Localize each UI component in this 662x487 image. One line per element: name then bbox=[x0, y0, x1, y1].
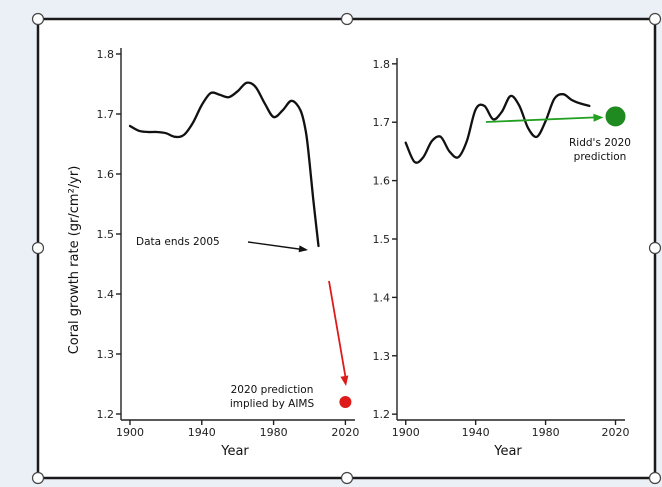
data-ends-arrow bbox=[247, 241, 307, 251]
x-tick-label: 1940 bbox=[188, 426, 216, 439]
y-tick-label: 1.4 bbox=[97, 288, 115, 301]
right-x-axis-title: Year bbox=[493, 444, 522, 459]
x-tick-label: 2020 bbox=[602, 426, 630, 439]
ridd-prediction-label-line-1: Ridd's 2020 bbox=[569, 137, 631, 149]
y-tick-label: 1.7 bbox=[373, 116, 391, 129]
left-x-axis-title: Year bbox=[220, 444, 249, 459]
x-tick-label: 1900 bbox=[116, 426, 144, 439]
x-tick-label: 1980 bbox=[532, 426, 560, 439]
annotations: Data ends 2005 2020 prediction implied b… bbox=[136, 106, 631, 410]
y-tick-label: 1.4 bbox=[373, 291, 391, 304]
aims-prediction-label-line-1: 2020 prediction bbox=[231, 384, 314, 396]
right-y-ticks: 1.2 1.3 1.4 1.5 1.6 1.7 1.8 bbox=[373, 58, 397, 421]
selection-handle bbox=[31, 471, 45, 485]
y-tick-label: 1.8 bbox=[97, 48, 115, 61]
y-tick-label: 1.7 bbox=[97, 108, 115, 121]
y-tick-label: 1.3 bbox=[373, 350, 391, 363]
x-tick-label: 1900 bbox=[392, 426, 420, 439]
ridd-prediction-arrowhead bbox=[593, 113, 604, 122]
left-x-ticks: 1900 1940 1980 2020 bbox=[116, 420, 359, 439]
x-tick-label: 2020 bbox=[331, 426, 359, 439]
ridd-prediction-arrow bbox=[485, 116, 596, 123]
x-tick-label: 1940 bbox=[462, 426, 490, 439]
aims-prediction-point bbox=[339, 396, 352, 408]
selection-handles bbox=[31, 12, 662, 485]
left-y-axis-title: Coral growth rate (gr/cm²/yr) bbox=[67, 166, 82, 355]
y-tick-label: 1.2 bbox=[373, 408, 391, 421]
data-ends-arrowhead bbox=[298, 245, 308, 253]
right-plot: 1.2 1.3 1.4 1.5 1.6 1.7 1.8 1900 1940 1980 2020 Y… bbox=[373, 58, 630, 459]
ridd-prediction-point bbox=[605, 106, 626, 127]
selection-handle bbox=[648, 12, 662, 26]
selection-handle bbox=[340, 471, 354, 485]
aims-prediction-arrowhead bbox=[340, 375, 349, 386]
x-tick-label: 1980 bbox=[260, 426, 288, 439]
left-plot: 1.2 1.3 1.4 1.5 1.6 1.7 1.8 1900 1940 1980 2020 C… bbox=[67, 48, 359, 459]
aims-prediction-arrow bbox=[328, 280, 347, 381]
y-tick-label: 1.6 bbox=[373, 175, 391, 188]
y-tick-label: 1.6 bbox=[97, 168, 115, 181]
y-tick-label: 1.2 bbox=[97, 408, 115, 421]
selection-handle bbox=[648, 241, 662, 255]
left-series-line bbox=[128, 81, 320, 248]
selection-handle bbox=[340, 12, 354, 26]
data-ends-label: Data ends 2005 bbox=[136, 236, 220, 248]
selection-handle bbox=[31, 241, 45, 255]
y-tick-label: 1.8 bbox=[373, 58, 391, 71]
left-y-ticks: 1.2 1.3 1.4 1.5 1.6 1.7 1.8 bbox=[97, 48, 121, 421]
y-tick-label: 1.5 bbox=[373, 233, 391, 246]
right-series-line bbox=[404, 93, 591, 164]
y-tick-label: 1.5 bbox=[97, 228, 115, 241]
y-tick-label: 1.3 bbox=[97, 348, 115, 361]
aims-prediction-label-line-2: implied by AIMS bbox=[230, 398, 315, 410]
selection-handle bbox=[648, 471, 662, 485]
ridd-prediction-label-line-2: prediction bbox=[574, 151, 627, 163]
selection-handle bbox=[31, 12, 45, 26]
figure-panel bbox=[38, 19, 655, 478]
right-x-ticks: 1900 1940 1980 2020 bbox=[392, 420, 630, 439]
